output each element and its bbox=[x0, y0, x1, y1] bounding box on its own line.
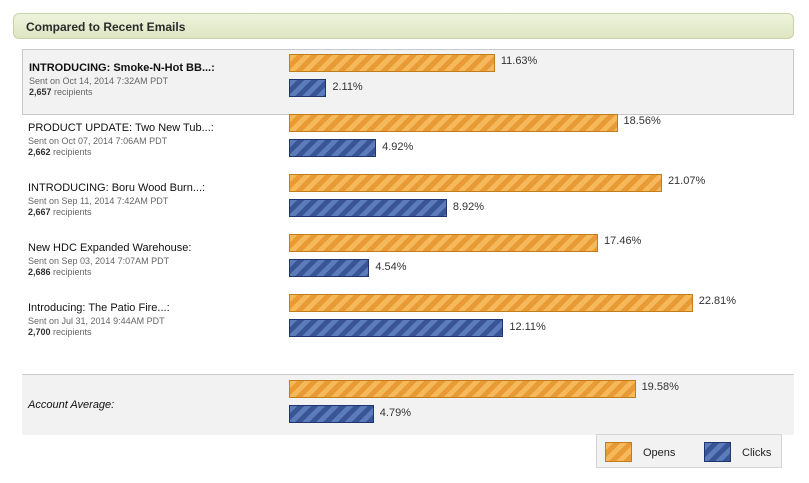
chart-legend: Opens Clicks bbox=[596, 434, 782, 468]
email-row: INTRODUCING: Boru Wood Burn...: Sent on S… bbox=[22, 169, 794, 235]
email-row: INTRODUCING: Smoke-N-Hot BB...: Sent on O… bbox=[22, 49, 794, 115]
email-recipients: 2,686 recipients bbox=[28, 267, 92, 277]
email-3-opens-bar bbox=[289, 174, 662, 192]
email-title: Introducing: The Patio Fire...: bbox=[28, 302, 170, 314]
legend-opens-label: Opens bbox=[643, 447, 676, 459]
section-header: Compared to Recent Emails bbox=[13, 13, 794, 39]
average-clicks-bar bbox=[289, 405, 374, 423]
email-title: New HDC Expanded Warehouse: bbox=[28, 242, 192, 254]
email-4-clicks-bar bbox=[289, 259, 370, 277]
email-5-opens-bar bbox=[289, 294, 693, 312]
average-opens-bar bbox=[289, 380, 636, 398]
email-5-clicks-value: 12.11% bbox=[509, 321, 546, 333]
email-title: INTRODUCING: Smoke-N-Hot BB...: bbox=[29, 62, 215, 74]
email-title: INTRODUCING: Boru Wood Burn...: bbox=[28, 182, 206, 194]
email-4-opens-value: 17.46% bbox=[604, 235, 642, 247]
email-row: New HDC Expanded Warehouse: Sent on Sep 0… bbox=[22, 229, 794, 295]
email-2-opens-bar bbox=[289, 114, 618, 132]
section-title: Compared to Recent Emails bbox=[26, 20, 186, 34]
email-3-clicks-value: 8.92% bbox=[452, 201, 485, 213]
average-opens-value: 19.58% bbox=[641, 381, 679, 393]
email-4-clicks-value: 4.54% bbox=[375, 261, 407, 273]
email-4-opens-bar bbox=[289, 234, 599, 252]
email-row: PRODUCT UPDATE: Two New Tub...: Sent on O… bbox=[22, 109, 794, 175]
email-recipients: 2,700 recipients bbox=[28, 327, 92, 337]
email-1-clicks-value: 2.11% bbox=[332, 81, 363, 93]
email-3-opens-value: 21.07% bbox=[667, 175, 706, 187]
email-sent-date: Sent on Sep 11, 2014 7:42AM PDT bbox=[28, 196, 169, 206]
legend-clicks-label: Clicks bbox=[742, 447, 772, 459]
email-recipients: 2,657 recipients bbox=[29, 87, 93, 97]
average-clicks-value: 4.79% bbox=[379, 407, 411, 419]
email-1-opens-value: 11.63% bbox=[500, 55, 538, 67]
email-1-opens-bar bbox=[289, 54, 495, 72]
legend-opens-swatch bbox=[605, 442, 632, 462]
email-sent-date: Sent on Jul 31, 2014 9:44AM PDT bbox=[28, 316, 165, 326]
email-5-opens-value: 22.81% bbox=[698, 295, 737, 307]
email-2-clicks-bar bbox=[289, 139, 377, 157]
email-2-clicks-value: 4.92% bbox=[382, 141, 414, 153]
legend-clicks-swatch bbox=[704, 442, 731, 462]
email-2-opens-value: 18.56% bbox=[623, 115, 661, 127]
email-row: Introducing: The Patio Fire...: Sent on J… bbox=[22, 289, 794, 355]
email-1-clicks-bar bbox=[289, 79, 327, 97]
email-5-clicks-bar bbox=[289, 319, 504, 337]
account-average-row: Account Average: 19.58% 4.79% bbox=[22, 374, 794, 435]
email-recipients: 2,662 recipients bbox=[28, 147, 92, 157]
email-3-clicks-bar bbox=[289, 199, 447, 217]
email-title: PRODUCT UPDATE: Two New Tub...: bbox=[28, 122, 214, 134]
account-average-label: Account Average: bbox=[28, 399, 115, 411]
email-sent-date: Sent on Oct 14, 2014 7:32AM PDT bbox=[29, 76, 169, 86]
email-sent-date: Sent on Oct 07, 2014 7:06AM PDT bbox=[28, 136, 168, 146]
email-sent-date: Sent on Sep 03, 2014 7:07AM PDT bbox=[28, 256, 170, 266]
email-recipients: 2,667 recipients bbox=[28, 207, 92, 217]
